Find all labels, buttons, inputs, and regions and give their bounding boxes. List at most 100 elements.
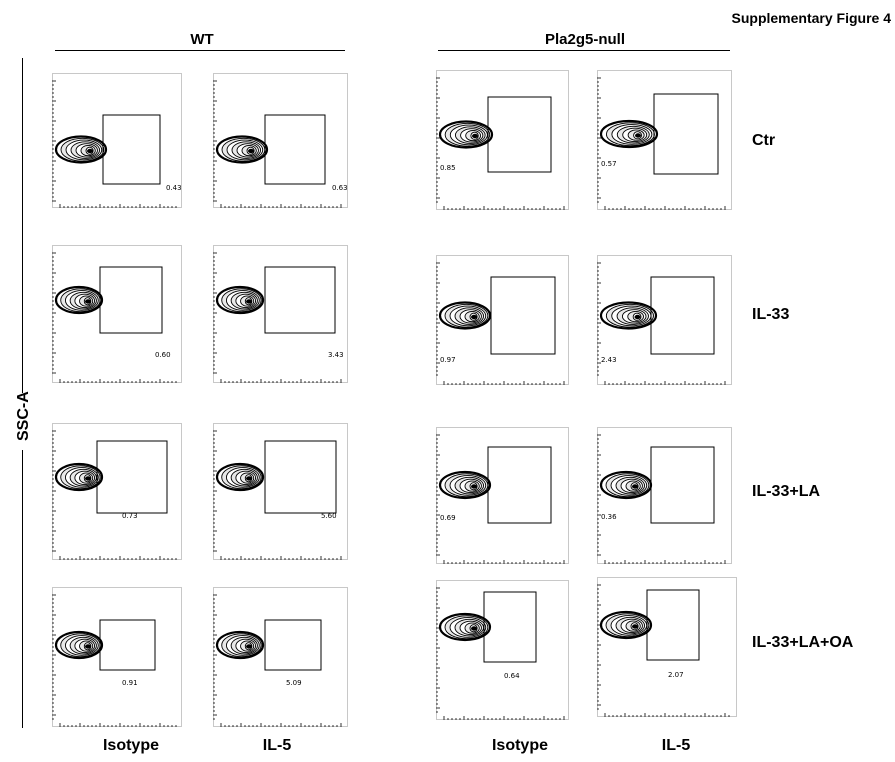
y-axis-ticks <box>52 252 56 374</box>
cell-population-contour <box>438 470 492 500</box>
y-axis-ticks <box>597 262 601 376</box>
y-axis-label: SSC-A <box>15 391 32 441</box>
gate-rectangle <box>650 276 715 355</box>
gate-percentage: 0.73 <box>122 512 138 520</box>
cell-population-contour <box>54 462 104 492</box>
flow-plot-wt-il-33-la-oa-il-5: 5.09 <box>213 587 348 727</box>
plot-frame <box>597 427 732 564</box>
x-axis-ticks <box>604 560 726 564</box>
gate-rectangle <box>653 93 719 175</box>
gate-percentage: 0.36 <box>601 513 617 521</box>
row-label-il33: IL-33 <box>752 306 790 323</box>
flow-plot-pla2g5-null-il-33-isotype: 0.97 <box>436 255 569 385</box>
row-label-il33-la-oa: IL-33+LA+OA <box>752 634 854 651</box>
gate-rectangle <box>264 440 337 514</box>
gate-rectangle <box>99 619 156 671</box>
gate-percentage: 0.97 <box>440 356 456 364</box>
gate-percentage: 5.60 <box>321 512 337 520</box>
gate-rectangle <box>99 266 163 334</box>
gate-rectangle <box>646 589 700 661</box>
gate-rectangle <box>102 114 161 185</box>
gate-rectangle <box>650 446 715 524</box>
flow-plot-pla2g5-null-il-33-la-il-5: 0.36 <box>597 427 732 564</box>
flow-plot-wt-il-33-la-isotype: 0.73 <box>52 423 182 560</box>
y-axis-ticks <box>52 594 56 720</box>
group-label-wt: WT <box>190 31 214 48</box>
column-label-null-isotype: Isotype <box>491 737 548 754</box>
flow-plot-pla2g5-null-ctr-il-5: 0.57 <box>597 70 732 210</box>
flow-plot-wt-il-33-la-il-5: 5.60 <box>213 423 348 560</box>
x-axis-ticks <box>59 556 177 560</box>
cell-population-contour <box>599 470 653 500</box>
gate-rectangle <box>487 96 552 173</box>
x-axis-ticks <box>220 556 342 560</box>
y-axis-ticks <box>52 80 56 202</box>
plot-frame <box>52 423 182 560</box>
gate-rectangle <box>264 114 326 185</box>
cell-population-contour <box>215 630 265 660</box>
x-axis-ticks <box>604 713 730 717</box>
y-axis-ticks <box>436 434 440 556</box>
x-axis-ticks <box>220 204 342 208</box>
row-label-ctr: Ctr <box>752 132 776 149</box>
gate-percentage: 0.69 <box>440 514 456 522</box>
cell-population-contour <box>215 462 265 492</box>
plot-frame <box>52 245 182 383</box>
cell-population-contour <box>438 612 492 642</box>
y-axis-ticks <box>436 77 440 203</box>
cell-population-contour <box>54 285 104 315</box>
y-axis-ticks <box>213 252 217 374</box>
y-axis-ticks <box>52 430 56 552</box>
x-axis-ticks <box>443 560 565 564</box>
x-axis-ticks <box>443 716 565 720</box>
flow-plot-wt-ctr-il-5: 0.63 <box>213 73 348 208</box>
y-axis-ticks <box>597 77 601 203</box>
x-axis-ticks <box>59 204 177 208</box>
cell-population-contour <box>215 135 269 164</box>
y-axis-line-top <box>22 58 23 393</box>
flow-plot-wt-ctr-isotype: 0.43 <box>52 73 182 208</box>
y-axis-line-bottom <box>22 450 23 728</box>
gate-percentage: 0.91 <box>122 679 138 687</box>
x-axis-ticks <box>443 381 565 385</box>
flow-plot-wt-il-33-isotype: 0.60 <box>52 245 182 383</box>
y-axis-ticks <box>436 587 440 713</box>
gate-percentage: 2.07 <box>668 671 684 679</box>
gate-percentage: 0.43 <box>166 184 182 192</box>
column-label-null-il5: IL-5 <box>661 737 691 754</box>
column-label-wt-il5: IL-5 <box>262 737 292 754</box>
gate-rectangle <box>264 619 322 671</box>
row-label-il33-la: IL-33+LA <box>752 483 821 500</box>
cell-population-contour <box>599 610 653 640</box>
gate-percentage: 0.57 <box>601 160 617 168</box>
cell-population-contour <box>599 301 658 330</box>
gate-rectangle <box>96 440 168 514</box>
cell-population-contour <box>54 135 108 164</box>
gate-percentage: 0.60 <box>155 351 171 359</box>
cell-population-contour <box>599 119 659 149</box>
y-axis-ticks <box>436 262 440 376</box>
cell-population-contour <box>438 120 494 149</box>
cell-population-contour <box>438 301 492 330</box>
gate-rectangle <box>483 591 537 663</box>
gate-rectangle <box>487 446 552 524</box>
x-axis-ticks <box>59 723 177 727</box>
gate-rectangle <box>264 266 336 334</box>
gate-percentage: 5.09 <box>286 679 302 687</box>
group-underline-pla2g5-null <box>438 50 730 51</box>
gate-percentage: 2.43 <box>601 356 617 364</box>
group-underline-wt <box>55 50 345 51</box>
flow-plot-pla2g5-null-il-33-la-oa-il-5: 2.07 <box>597 577 737 717</box>
cell-population-contour <box>215 285 265 315</box>
gate-percentage: 0.63 <box>332 184 348 192</box>
gate-percentage: 0.64 <box>504 672 520 680</box>
group-label-pla2g5-null: Pla2g5-null <box>544 31 626 48</box>
flow-plot-wt-il-33-la-oa-isotype: 0.91 <box>52 587 182 727</box>
y-axis-ticks <box>213 594 217 720</box>
figure-title: Supplementary Figure 4 <box>731 10 891 26</box>
x-axis-ticks <box>59 379 177 383</box>
x-axis-ticks <box>443 206 565 210</box>
plot-frame <box>213 423 348 560</box>
flow-plot-pla2g5-null-ctr-isotype: 0.85 <box>436 70 569 210</box>
gate-percentage: 0.85 <box>440 164 456 172</box>
